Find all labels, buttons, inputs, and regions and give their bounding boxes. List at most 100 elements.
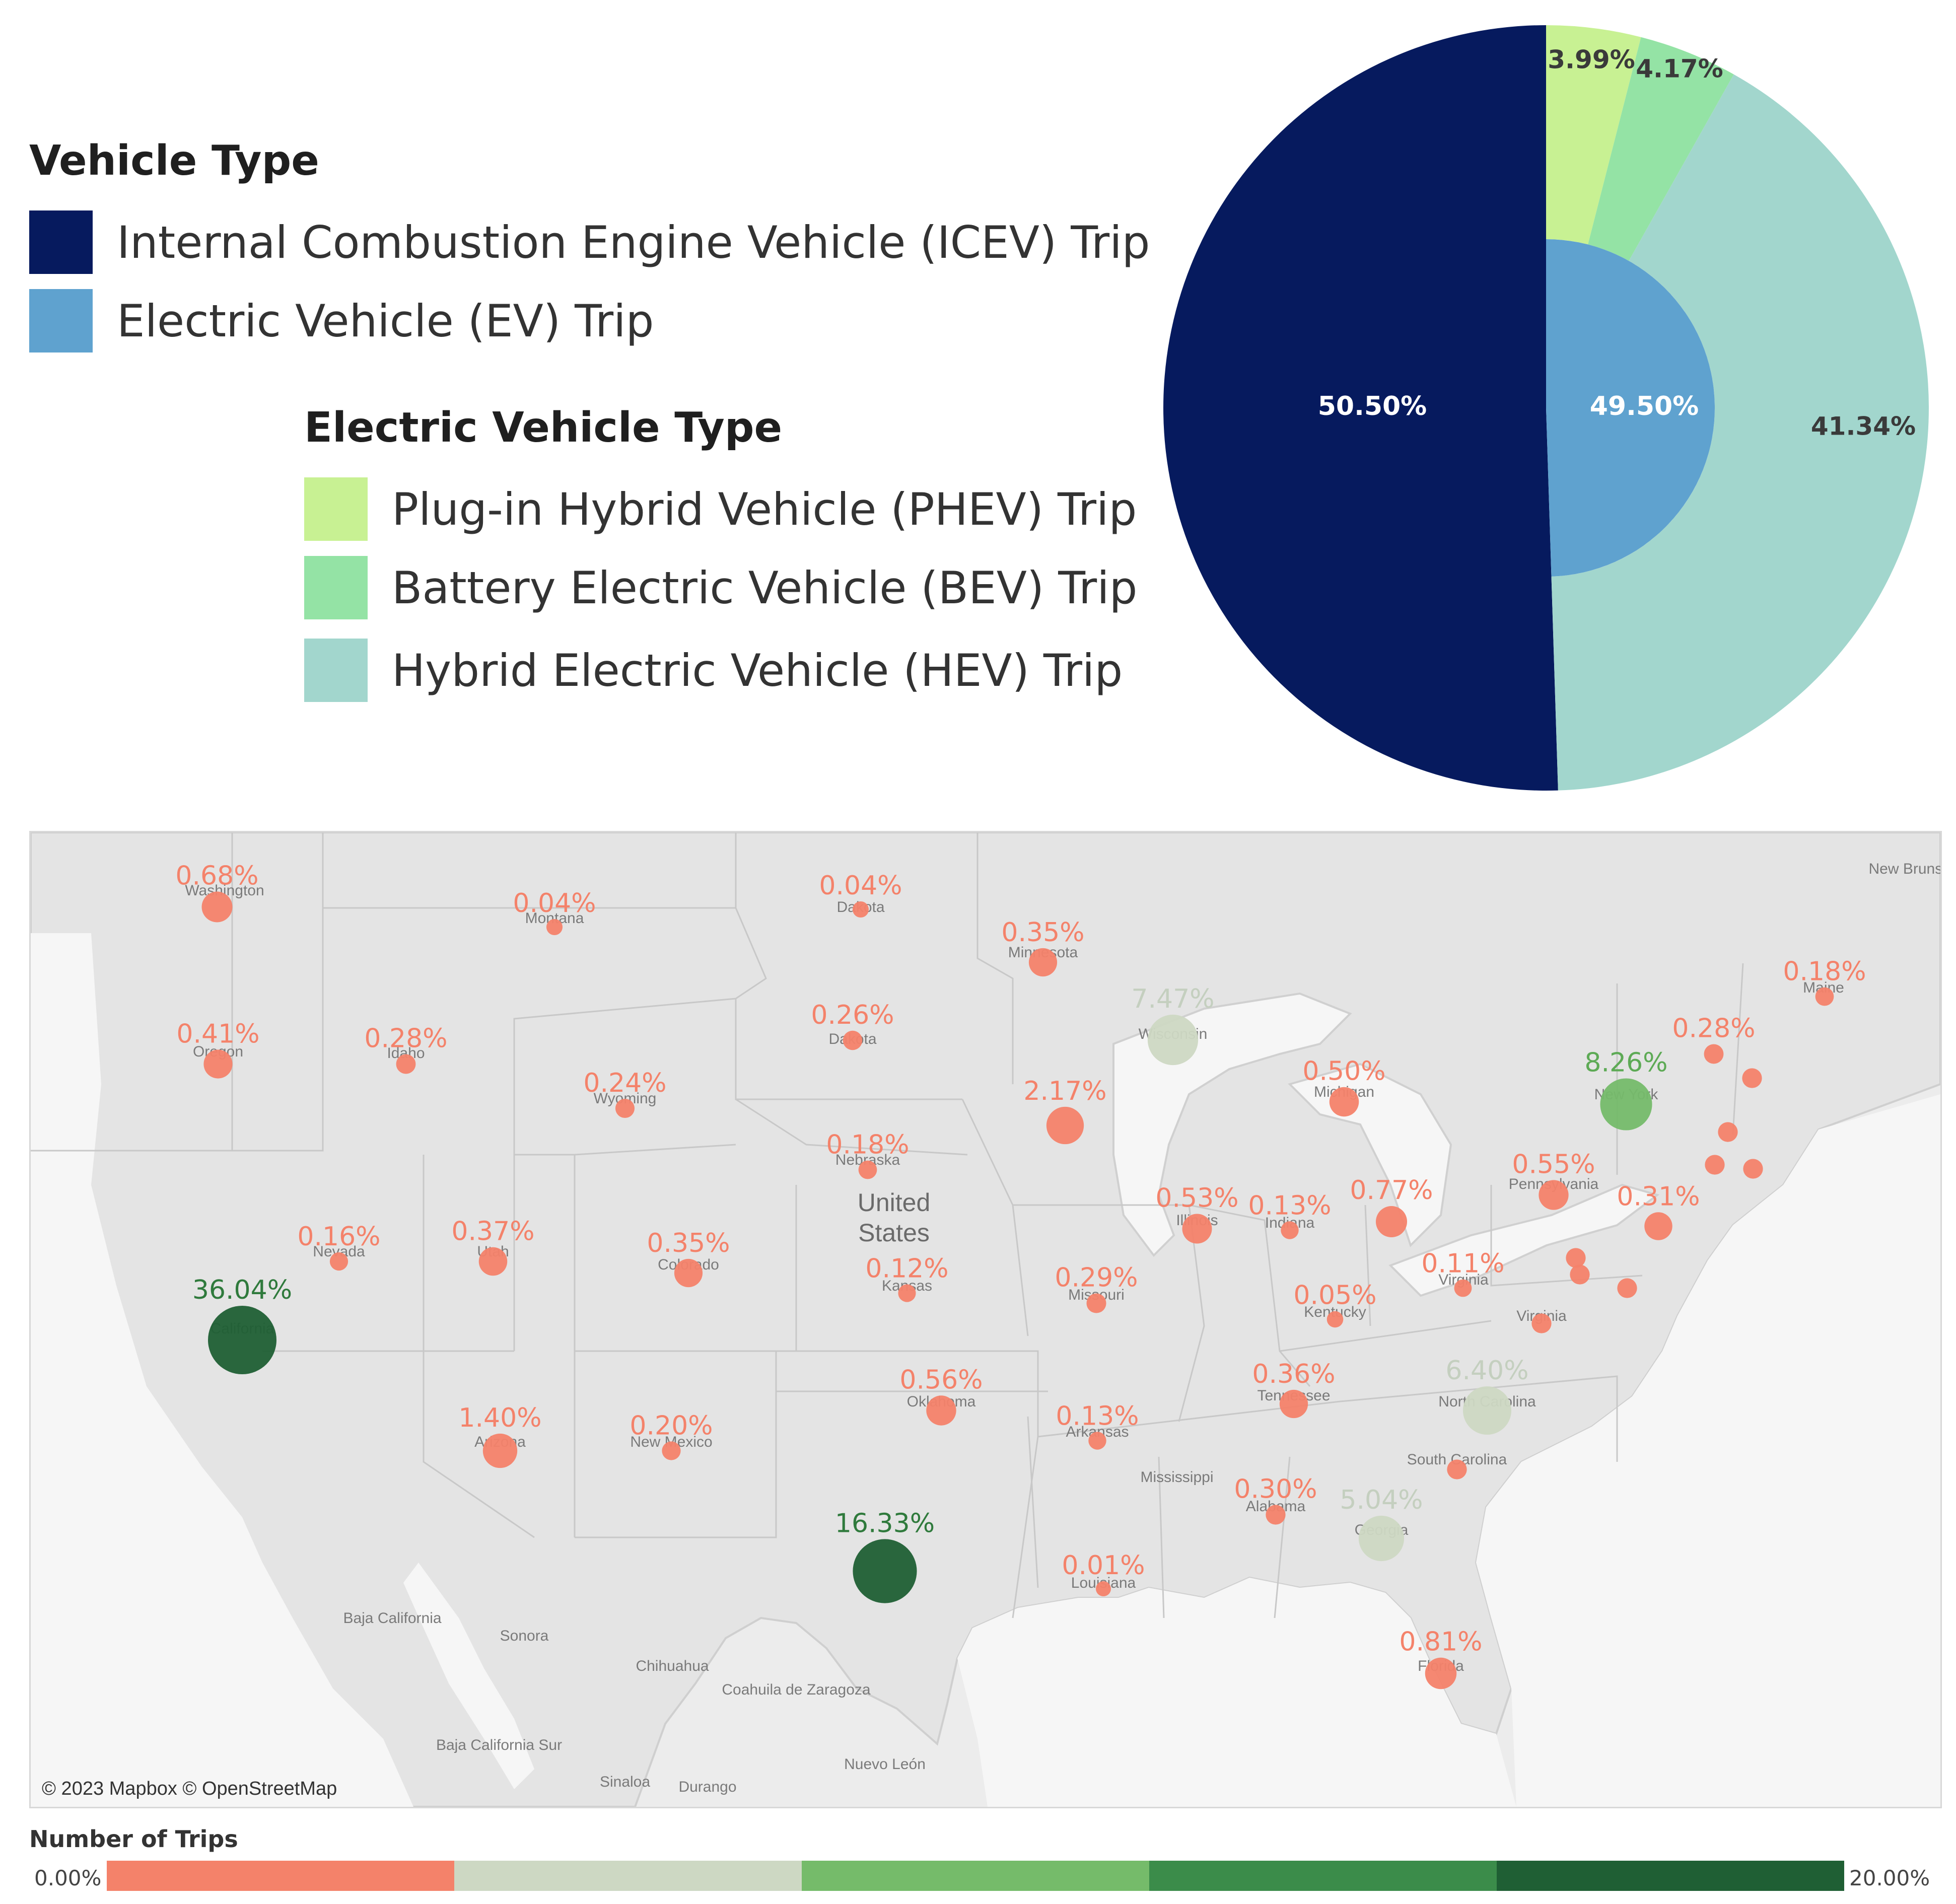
legend-item-phev[interactable]: Plug-in Hybrid Vehicle (PHEV) Trip bbox=[304, 477, 1137, 541]
pie-slice-battery-electric-vehicle-bev-trip[interactable] bbox=[1588, 37, 1734, 261]
legend-label-ev: Electric Vehicle (EV) Trip bbox=[117, 295, 654, 347]
legend-item-icev[interactable]: Internal Combustion Engine Vehicle (ICEV… bbox=[29, 210, 1150, 274]
map-point-texas[interactable] bbox=[853, 1539, 917, 1603]
map-state-points: 0.68% 0.04% 0.04% 0.35% 0.18% 0.41% 0.28% 0.26%… bbox=[175, 861, 1866, 1689]
map-point-minnesota[interactable] bbox=[1028, 948, 1058, 977]
map-point-oklahoma[interactable] bbox=[926, 1395, 956, 1426]
map-place-label: Baja California bbox=[343, 1610, 441, 1627]
map-point-south-carolina[interactable] bbox=[1447, 1459, 1467, 1479]
vehicle-type-legend-title: Vehicle Type bbox=[29, 137, 319, 185]
map-point-montana[interactable] bbox=[546, 919, 563, 936]
scale-max-label: 20.00% bbox=[1849, 1866, 1930, 1890]
map-label-oklahoma: 0.56% bbox=[899, 1365, 983, 1395]
map-point-colorado[interactable] bbox=[674, 1258, 703, 1288]
map-label-louisiana: 0.01% bbox=[1062, 1550, 1145, 1581]
map-point-new-york[interactable] bbox=[1600, 1078, 1652, 1131]
map-point-new-jersey[interactable] bbox=[1644, 1212, 1672, 1240]
map-label-georgia: 5.04% bbox=[1340, 1485, 1423, 1515]
map-label-iowa: 2.17% bbox=[1023, 1076, 1106, 1106]
scale-min-label: 0.00% bbox=[34, 1866, 102, 1890]
map-point-tennessee[interactable] bbox=[1279, 1389, 1308, 1419]
legend-swatch-ev bbox=[29, 289, 93, 352]
map-point-nebraska[interactable] bbox=[858, 1160, 877, 1179]
map-point-michigan[interactable] bbox=[1329, 1087, 1359, 1117]
scale-segment-1 bbox=[107, 1861, 454, 1891]
legend-item-bev[interactable]: Battery Electric Vehicle (BEV) Trip bbox=[304, 556, 1138, 619]
map-label-new-jersey: 0.31% bbox=[1617, 1181, 1700, 1212]
pie-slice-icev[interactable] bbox=[1163, 25, 1558, 791]
map-point-new-hampshire[interactable] bbox=[1704, 1044, 1724, 1064]
map-label-north-carolina: 6.40% bbox=[1445, 1356, 1528, 1386]
map-point-west-virginia[interactable] bbox=[1454, 1279, 1472, 1297]
map-label-tennessee: 0.36% bbox=[1252, 1359, 1335, 1389]
map-point-maryland[interactable] bbox=[1566, 1248, 1586, 1268]
scale-segment-2 bbox=[454, 1861, 802, 1891]
map-label-alabama: 0.30% bbox=[1234, 1474, 1317, 1504]
map-point-ohio[interactable] bbox=[1375, 1206, 1408, 1238]
map-point-connecticut[interactable] bbox=[1705, 1155, 1725, 1175]
state-borders bbox=[31, 832, 1744, 1618]
map-point-oregon[interactable] bbox=[203, 1049, 233, 1079]
map-point-indiana[interactable] bbox=[1281, 1221, 1299, 1239]
map-point-south-dakota[interactable] bbox=[843, 1030, 863, 1050]
map-point-delaware[interactable] bbox=[1617, 1278, 1637, 1298]
map-point-rhode-island[interactable] bbox=[1743, 1159, 1763, 1179]
legend-swatch-icev bbox=[29, 210, 93, 274]
map-point-idaho[interactable] bbox=[396, 1054, 416, 1074]
map-point-florida[interactable] bbox=[1425, 1657, 1457, 1689]
map-point-illinois[interactable] bbox=[1182, 1214, 1212, 1244]
map-point-missouri[interactable] bbox=[1086, 1293, 1106, 1313]
map-point-utah[interactable] bbox=[478, 1247, 508, 1276]
map-point-georgia[interactable] bbox=[1358, 1515, 1405, 1562]
map-place-label: Coahuila de Zaragoza bbox=[722, 1681, 871, 1698]
scale-segment-4 bbox=[1149, 1861, 1497, 1891]
map-basemap bbox=[31, 832, 1940, 1807]
map-point-iowa[interactable] bbox=[1046, 1106, 1084, 1145]
map-label-illinois: 0.53% bbox=[1155, 1183, 1238, 1214]
water-gulf-of-mexico bbox=[957, 1578, 1516, 1807]
map-point-washington-dc[interactable] bbox=[1570, 1264, 1590, 1285]
map-place-label: Durango bbox=[678, 1779, 736, 1795]
legend-item-ev[interactable]: Electric Vehicle (EV) Trip bbox=[29, 289, 654, 352]
map-label-montana: 0.04% bbox=[513, 888, 596, 919]
pie-slice-plug-in-hybrid-vehicle-phev-trip[interactable] bbox=[1546, 25, 1641, 245]
map-label-kentucky: 0.05% bbox=[1293, 1281, 1376, 1311]
legend-label-icev: Internal Combustion Engine Vehicle (ICEV… bbox=[117, 216, 1150, 268]
map-point-virginia[interactable] bbox=[1531, 1313, 1552, 1333]
map-label-nevada: 0.16% bbox=[297, 1222, 380, 1252]
map-place-label: Baja California Sur bbox=[436, 1737, 562, 1753]
map-point-massachusetts[interactable] bbox=[1718, 1122, 1738, 1142]
map-point-north-carolina[interactable] bbox=[1462, 1386, 1512, 1435]
map-point-north-dakota[interactable] bbox=[852, 901, 869, 918]
legend-item-hev[interactable]: Hybrid Electric Vehicle (HEV) Trip bbox=[304, 639, 1123, 702]
map-label-missouri: 0.29% bbox=[1055, 1262, 1138, 1293]
map-point-nevada[interactable] bbox=[329, 1252, 348, 1271]
map-point-wyoming[interactable] bbox=[615, 1098, 635, 1118]
pie-slice-hybrid-electric-vehicle-hev-trip[interactable] bbox=[1551, 74, 1929, 791]
map-point-louisiana[interactable] bbox=[1095, 1581, 1111, 1597]
map-place-label: States bbox=[858, 1219, 930, 1247]
map-label-south-dakota: 0.26% bbox=[811, 1000, 894, 1030]
map-point-alabama[interactable] bbox=[1266, 1505, 1286, 1525]
map-point-new-mexico[interactable] bbox=[662, 1441, 681, 1460]
map-point-pennsylvania[interactable] bbox=[1539, 1180, 1569, 1210]
map-point-maine[interactable] bbox=[1815, 987, 1834, 1006]
map-point-california[interactable] bbox=[208, 1306, 276, 1374]
map-label-arizona: 1.40% bbox=[458, 1403, 541, 1433]
ev-type-legend-title: Electric Vehicle Type bbox=[304, 404, 783, 452]
map-point-washington[interactable] bbox=[201, 891, 233, 923]
map-label-oregon: 0.41% bbox=[176, 1019, 259, 1049]
map-label-california: 36.04% bbox=[192, 1275, 292, 1305]
map-point-wisconsin[interactable] bbox=[1147, 1014, 1199, 1066]
map-point-kentucky[interactable] bbox=[1326, 1311, 1344, 1328]
map-label-new-mexico: 0.20% bbox=[630, 1411, 713, 1441]
map-point-arkansas[interactable] bbox=[1088, 1432, 1106, 1450]
map-label-nebraska: 0.18% bbox=[826, 1130, 909, 1160]
pie-slice-ev[interactable] bbox=[1546, 239, 1715, 577]
map-point-arizona[interactable] bbox=[482, 1433, 518, 1468]
pacific-ocean bbox=[31, 933, 413, 1807]
pie-label-plug-in-hybrid-vehicle-phev-trip: 3.99% bbox=[1548, 45, 1635, 75]
map-point-kansas[interactable] bbox=[898, 1284, 916, 1302]
map-label-arkansas: 0.13% bbox=[1056, 1401, 1139, 1431]
map-point-vermont[interactable] bbox=[1742, 1068, 1762, 1088]
